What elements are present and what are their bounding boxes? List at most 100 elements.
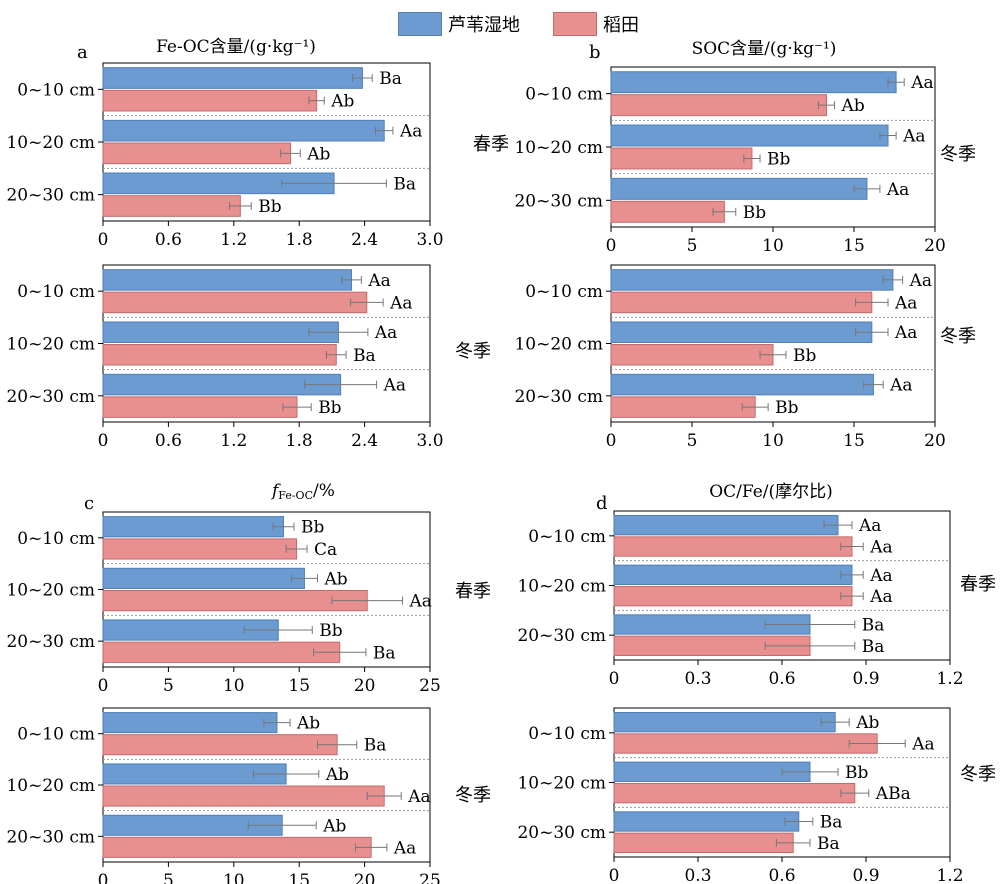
panel-1: 0~10 cm Ba Ab 10~20 cm Aa Ab 20~30 cm Ba Bb 0 0.6 1…	[6, 37, 509, 250]
x-tick-label: 3.0	[416, 230, 443, 250]
bar	[610, 396, 756, 418]
significance-label: Bb	[743, 203, 766, 223]
significance-label: Ba	[364, 736, 387, 756]
x-tick-label: 0	[98, 871, 109, 884]
panel-title: Fe-OC含量/(g·kg⁻¹)	[156, 37, 316, 57]
bar	[102, 344, 337, 366]
bar	[102, 291, 368, 314]
bar	[102, 590, 368, 612]
significance-label: Aa	[367, 271, 390, 291]
significance-label: Aa	[869, 538, 892, 558]
bar	[613, 564, 853, 585]
significance-label: Aa	[389, 293, 412, 313]
season-label: 春季	[473, 134, 509, 155]
category-label: 0~10 cm	[528, 724, 606, 744]
bar	[613, 536, 853, 557]
significance-label: Aa	[409, 592, 432, 612]
legend-label-paddy: 稻田	[603, 15, 639, 36]
category-label: 20~30 cm	[517, 823, 606, 843]
x-tick-label: 0	[606, 431, 617, 451]
panel-2: 0~10 cm Aa Ab 10~20 cm Aa Bb 20~30 cm Aa Bb 0 5 10 1…	[514, 39, 976, 256]
category-label: 10~20 cm	[6, 581, 95, 601]
bar	[613, 586, 853, 607]
significance-label: Ba	[373, 643, 396, 663]
bar	[102, 89, 318, 112]
panel-letter: d	[596, 493, 608, 514]
x-tick-label: 0	[98, 431, 109, 451]
x-tick-label: 0	[609, 866, 620, 884]
bar	[102, 734, 338, 756]
significance-label: Ab	[325, 765, 349, 785]
x-tick-label: 0.6	[155, 230, 182, 250]
category-label: 0~10 cm	[17, 529, 95, 549]
legend-label-reed: 芦苇湿地	[448, 15, 520, 36]
bar	[610, 124, 889, 147]
significance-label: Aa	[910, 73, 933, 93]
season-label: 春季	[960, 574, 996, 595]
category-label: 20~30 cm	[514, 191, 603, 211]
x-tick-label: 25	[419, 871, 441, 884]
x-tick-label: 10	[762, 431, 784, 451]
bar	[102, 269, 353, 291]
x-tick-label: 1.2	[936, 866, 963, 884]
x-tick-label: 0	[98, 676, 109, 696]
category-label: 20~30 cm	[517, 626, 606, 646]
x-tick-label: 15	[288, 871, 310, 884]
significance-label: Aa	[886, 180, 909, 200]
significance-label: Ca	[314, 540, 337, 560]
significance-label: Ba	[817, 834, 840, 854]
bar	[102, 67, 363, 89]
x-tick-label: 1.8	[286, 431, 313, 451]
panel-letter: c	[84, 493, 94, 514]
bar	[102, 641, 341, 663]
significance-label: Ab	[296, 714, 320, 734]
category-label: 20~30 cm	[514, 387, 603, 407]
significance-label: Bb	[775, 398, 798, 418]
x-tick-label: 0.6	[768, 669, 795, 689]
panel-title: SOC含量/(g·kg⁻¹)	[692, 39, 837, 59]
significance-label: ABa	[875, 784, 911, 804]
panel-title: fFe-OC/%	[270, 481, 335, 502]
panel-7: 0~10 cm Ab Ba 10~20 cm Ab Aa 20~30 cm Ab Aa 0 5 10 1…	[6, 707, 491, 884]
x-tick-label: 5	[687, 236, 698, 256]
category-label: 0~10 cm	[528, 527, 606, 547]
x-tick-label: 25	[419, 676, 441, 696]
x-tick-label: 20	[354, 871, 376, 884]
category-label: 20~30 cm	[6, 186, 95, 206]
legend-item-reed: 芦苇湿地	[398, 11, 520, 37]
bar	[610, 94, 827, 117]
significance-label: Aa	[393, 838, 416, 858]
panel-letter: a	[77, 42, 88, 63]
x-tick-label: 1.8	[286, 230, 313, 250]
x-tick-label: 10	[223, 676, 245, 696]
bar	[613, 811, 800, 832]
x-tick-label: 0.6	[768, 866, 795, 884]
x-tick-label: 20	[924, 431, 946, 451]
bar	[613, 832, 794, 854]
x-tick-label: 15	[843, 431, 865, 451]
significance-label: Ba	[862, 637, 885, 657]
bar	[613, 783, 856, 804]
significance-label: Aa	[858, 516, 881, 536]
x-tick-label: 0.9	[852, 669, 879, 689]
significance-label: Aa	[869, 566, 892, 586]
season-label: 冬季	[940, 326, 976, 347]
x-tick-label: 5	[163, 676, 174, 696]
x-tick-label: 3.0	[416, 431, 443, 451]
bar	[102, 142, 291, 165]
significance-label: Aa	[889, 376, 912, 396]
x-tick-label: 0.9	[852, 866, 879, 884]
category-label: 10~20 cm	[517, 774, 606, 794]
season-label: 冬季	[455, 785, 491, 806]
significance-label: Aa	[902, 127, 925, 147]
panel-title: OC/Fe/(摩尔比)	[709, 482, 833, 502]
category-label: 10~20 cm	[6, 335, 95, 355]
significance-label: Aa	[894, 323, 917, 343]
significance-label: Ab	[322, 816, 346, 836]
significance-label: Ba	[862, 615, 885, 635]
significance-label: Ab	[841, 96, 865, 116]
x-tick-label: 20	[354, 676, 376, 696]
significance-label: Ab	[306, 144, 330, 164]
